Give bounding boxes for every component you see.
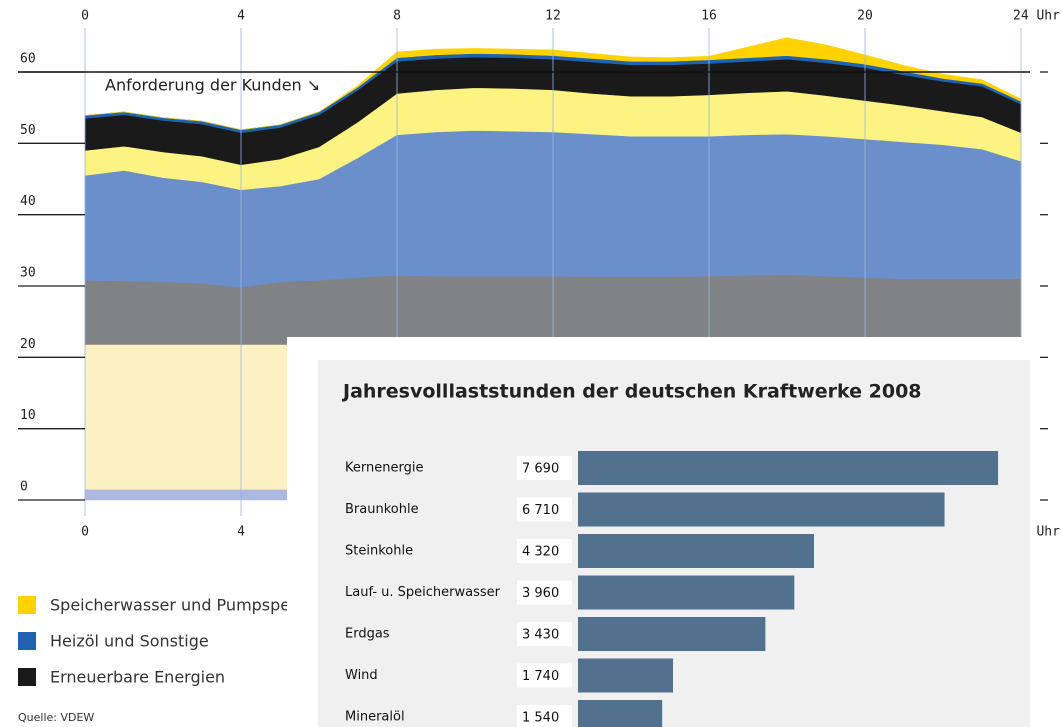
value-label-box xyxy=(517,456,572,480)
x-tick-label-top: 8 xyxy=(393,9,401,24)
category-label: Braunkohle xyxy=(345,502,419,517)
value-label: 6 710 xyxy=(522,503,559,518)
x-tick-label-top: 20 xyxy=(857,9,873,24)
legend-label: Speicherwasser und Pumpspeicher xyxy=(50,596,330,615)
value-label: 1 740 xyxy=(522,669,559,684)
y-tick-label: 30 xyxy=(20,266,36,281)
bar xyxy=(578,700,663,727)
value-label: 3 960 xyxy=(522,586,559,601)
value-label: 7 690 xyxy=(522,462,559,477)
value-label-box xyxy=(517,580,572,605)
value-label-box xyxy=(517,497,572,522)
annotation: Anforderung der Kunden ↘ xyxy=(105,76,320,95)
y-tick-label: 60 xyxy=(20,52,36,67)
value-label: 1 540 xyxy=(522,711,559,726)
category-label: Wind xyxy=(345,668,378,683)
bar xyxy=(578,451,999,485)
x-tick-label-bottom: 0 xyxy=(81,525,89,540)
y-tick-label: 10 xyxy=(20,408,36,423)
value-label: 4 320 xyxy=(522,545,559,560)
x-tick-label-top: 16 xyxy=(701,9,717,24)
value-label-box xyxy=(517,622,572,646)
value-label-box xyxy=(517,705,572,727)
value-label-box xyxy=(517,663,572,688)
bar xyxy=(578,575,795,610)
panel-title: Jahresvolllaststunden der deutschen Kraf… xyxy=(341,381,922,403)
bar-panel: Jahresvolllaststunden der deutschen Kraf… xyxy=(287,337,1030,727)
category-label: Steinkohle xyxy=(345,544,413,559)
x-tick-label-top: 0 xyxy=(81,9,89,24)
x-tick-label-bottom: 4 xyxy=(237,525,245,540)
x-tick-label-top: 12 xyxy=(545,9,561,24)
x-tick-label-top: 4 xyxy=(237,9,245,24)
bar xyxy=(578,617,766,651)
category-label: Erdgas xyxy=(345,627,390,642)
legend-label: Heizöl und Sonstige xyxy=(50,632,209,651)
bar xyxy=(578,534,814,568)
x-tick-label-top: 24 Uhr xyxy=(1013,9,1060,24)
y-tick-label: 0 xyxy=(20,480,28,495)
legend-label: Erneuerbare Energien xyxy=(50,668,225,687)
y-tick-label: 50 xyxy=(20,123,36,138)
legend-swatch xyxy=(18,632,36,650)
y-tick-label: 40 xyxy=(20,194,36,209)
category-label: Lauf- u. Speicherwasser xyxy=(345,585,501,600)
value-label-box xyxy=(517,539,572,563)
bar xyxy=(578,492,945,527)
source-note: Quelle: VDEW xyxy=(18,711,94,724)
y-tick-label: 20 xyxy=(20,337,36,352)
category-label: Kernenergie xyxy=(345,461,423,476)
value-label: 3 430 xyxy=(522,628,559,643)
legend-swatch xyxy=(18,596,36,614)
category-label: Mineralöl xyxy=(345,710,405,725)
bar xyxy=(578,658,674,693)
legend-swatch xyxy=(18,668,36,686)
